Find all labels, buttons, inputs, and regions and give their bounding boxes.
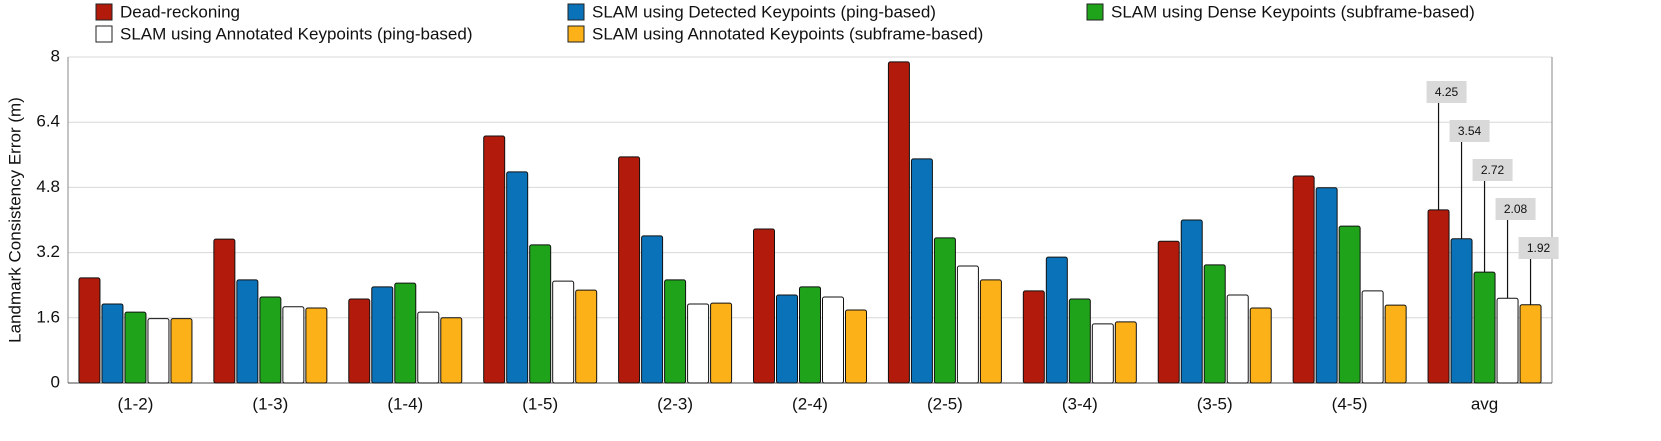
bar	[799, 286, 821, 384]
bar	[506, 171, 529, 384]
data-label: 2.08	[1504, 202, 1528, 216]
bar	[236, 279, 259, 384]
bar	[101, 303, 124, 384]
bar	[618, 156, 641, 384]
x-tick-label: avg	[1471, 394, 1498, 413]
legend-label: SLAM using Annotated Keypoints (subframe…	[592, 24, 983, 43]
legend-swatch	[95, 25, 113, 43]
y-tick-label: 0	[51, 372, 60, 391]
bar	[1068, 298, 1091, 384]
bar	[1473, 271, 1496, 384]
bar	[440, 317, 463, 384]
bar	[1338, 225, 1361, 384]
bar	[1519, 304, 1542, 384]
y-tick-label: 8	[51, 46, 60, 65]
bar	[1157, 240, 1180, 384]
legend-label: SLAM using Detected Keypoints (ping-base…	[592, 2, 936, 21]
x-tick-label: (2-5)	[927, 394, 963, 413]
bar	[394, 282, 417, 384]
bar	[1203, 264, 1226, 384]
legend-swatch	[95, 3, 113, 21]
callout-box	[1495, 198, 1536, 220]
legend-swatch	[567, 3, 585, 21]
bar	[170, 318, 193, 384]
bar	[1496, 297, 1519, 384]
legend-swatch	[1086, 3, 1104, 21]
x-tick-label: (2-4)	[792, 394, 828, 413]
y-tick-label: 3.2	[36, 242, 60, 261]
bar	[552, 280, 575, 384]
legend-swatch	[567, 25, 585, 43]
callout-box	[1472, 159, 1513, 181]
bar	[664, 279, 687, 384]
bar	[1045, 256, 1068, 384]
bar	[213, 238, 236, 384]
bar	[259, 296, 282, 384]
x-tick-label: (4-5)	[1332, 394, 1368, 413]
bar	[1384, 304, 1407, 384]
bar	[822, 296, 844, 384]
bar	[979, 279, 1002, 384]
data-label: 2.72	[1481, 163, 1505, 177]
bar	[933, 237, 956, 384]
bar	[529, 244, 552, 384]
bar	[78, 277, 101, 384]
bar	[305, 307, 328, 384]
callout-box	[1449, 120, 1490, 142]
bar	[776, 294, 798, 384]
x-tick-label: (3-5)	[1197, 394, 1233, 413]
x-tick-label: (3-4)	[1062, 394, 1098, 413]
bar	[956, 265, 979, 384]
bar	[753, 228, 775, 384]
bar	[1114, 321, 1137, 384]
legend-label: Dead-reckoning	[120, 2, 240, 21]
y-tick-label: 4.8	[36, 177, 60, 196]
data-label: 1.92	[1527, 241, 1551, 255]
callout-box	[1518, 237, 1559, 259]
y-tick-label: 1.6	[36, 307, 60, 326]
bar	[1361, 290, 1384, 384]
bar	[845, 309, 867, 384]
bar	[1450, 238, 1473, 384]
bar	[483, 135, 506, 384]
bar	[710, 302, 733, 384]
bar	[910, 158, 933, 384]
legend-label: SLAM using Annotated Keypoints (ping-bas…	[120, 24, 473, 43]
legend-label: SLAM using Dense Keypoints (subframe-bas…	[1111, 2, 1475, 21]
bar	[1091, 323, 1114, 384]
y-axis-label: Landmark Consistency Error (m)	[5, 97, 24, 343]
bar	[371, 286, 394, 384]
bar	[1022, 290, 1045, 384]
bar	[124, 311, 147, 384]
x-tick-label: (1-3)	[252, 394, 288, 413]
x-tick-label: (1-5)	[522, 394, 558, 413]
bar	[887, 61, 910, 384]
bar	[641, 235, 664, 384]
x-tick-label: (1-4)	[387, 394, 423, 413]
bar	[1180, 219, 1203, 384]
data-label: 3.54	[1458, 124, 1482, 138]
bar	[687, 303, 710, 384]
bar	[575, 289, 598, 384]
y-tick-label: 6.4	[36, 112, 60, 131]
bar	[282, 306, 305, 384]
x-tick-label: (1-2)	[118, 394, 154, 413]
bar	[1226, 294, 1249, 384]
bar	[1315, 187, 1338, 384]
bar	[348, 298, 371, 384]
data-label: 4.25	[1435, 85, 1459, 99]
bar	[1427, 209, 1450, 384]
x-tick-label: (2-3)	[657, 394, 693, 413]
bar	[147, 318, 170, 384]
callout-box	[1426, 81, 1467, 103]
bar	[1249, 307, 1272, 384]
bar	[1292, 175, 1315, 384]
bar	[417, 311, 440, 384]
